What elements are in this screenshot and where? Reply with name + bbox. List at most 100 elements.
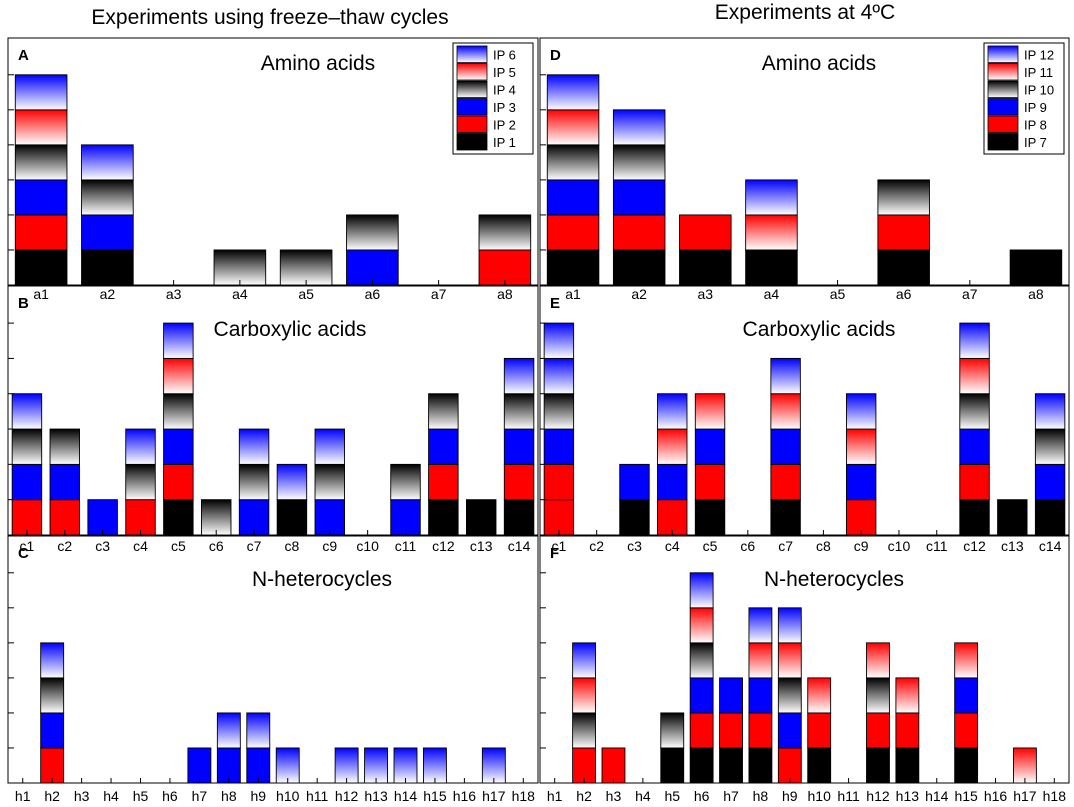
bar-segment-c11-ip4: [390, 463, 421, 501]
x-tick-label: h5: [133, 788, 149, 804]
bar-segment-h2-ip3: [40, 712, 65, 749]
bar-segment-h17-ip5: [1013, 747, 1037, 784]
bar-segment-a1-ip2: [14, 214, 68, 251]
bar-segment-c3-ip1: [619, 499, 650, 536]
x-tick-label: a3: [166, 286, 182, 302]
bar-segment-c1-ip6: [543, 322, 575, 359]
x-tick-label: h9: [250, 788, 266, 804]
x-tick-label: h18: [1043, 788, 1067, 804]
bar-segment-a2-ip6: [612, 109, 666, 146]
bar-segment-h5-ip1: [660, 747, 685, 784]
bar-segment-a1-ip6: [14, 74, 68, 111]
panel-title: Amino acids: [762, 52, 876, 75]
x-tick-label: h1: [15, 788, 31, 804]
bar-segment-h10-ip1: [807, 747, 832, 784]
bar-segment-a6-ip2: [877, 214, 930, 251]
x-tick-label: a7: [962, 286, 978, 302]
bar-segment-a4-ip6: [745, 179, 798, 216]
bar-segment-c9-ip3: [845, 463, 877, 501]
bar-segment-c11-ip3: [390, 499, 421, 536]
x-tick-label: a1: [33, 286, 49, 302]
x-tick-label: c2: [589, 538, 604, 554]
x-tick-label: a5: [298, 286, 314, 302]
bar-segment-h13-ip1: [895, 747, 920, 784]
bar-segment-h2-ip4: [40, 677, 65, 714]
bar-segment-h8-ip6: [748, 607, 773, 644]
x-tick-label: h12: [866, 788, 890, 804]
bar-segment-c5-ip2: [694, 463, 726, 501]
bar-segment-h6-ip1: [689, 747, 714, 784]
bar-segment-c5-ip3: [163, 428, 194, 465]
bar-segment-c6-ip4: [200, 499, 232, 536]
legend-label: IP 6: [493, 48, 516, 63]
bar-segment-h13-ip6: [364, 747, 388, 784]
bar-segment-c4-ip3: [657, 463, 688, 501]
bar-segment-c3-ip3: [87, 499, 118, 536]
bar-segment-h7-ip3: [187, 747, 212, 784]
panel-title: N-heterocycles: [764, 568, 904, 591]
bar-segment-h15-ip3: [954, 677, 979, 714]
bar-segment-h9-ip6: [246, 712, 271, 749]
bar-segment-h15-ip6: [423, 747, 447, 784]
bar-segment-a8-ip1: [1009, 249, 1063, 286]
x-tick-label: h3: [74, 788, 90, 804]
panel-letter: F: [550, 545, 559, 562]
x-tick-label: c9: [322, 538, 337, 554]
x-tick-label: c13: [470, 538, 493, 554]
bar-segment-h14-ip6: [393, 747, 418, 784]
bar-segment-c5-ip2: [163, 463, 194, 501]
bar-segment-h2-ip6: [40, 642, 65, 679]
bar-segment-a3-ip2: [679, 214, 732, 251]
x-tick-label: c3: [627, 538, 642, 554]
legend-swatch-ip2: [456, 115, 488, 133]
bar-segment-a2-ip3: [612, 179, 666, 216]
bar-segment-c9-ip2: [845, 499, 877, 536]
legend-label: IP 1: [493, 135, 516, 150]
panel-frame: [7, 285, 539, 536]
bar-segment-c4-ip2: [125, 499, 156, 536]
bar-segment-h9-ip2: [777, 747, 802, 784]
bar-segment-c9-ip6: [845, 393, 877, 430]
x-tick-label: h4: [103, 788, 119, 804]
bar-segment-c1-ip3: [11, 463, 43, 501]
x-tick-label: h7: [723, 788, 739, 804]
bar-segment-c14-ip4: [1034, 428, 1066, 465]
x-tick-label: c12: [432, 538, 455, 554]
column-title-left: Experiments using freeze–thaw cycles: [91, 6, 448, 29]
bar-segment-c5-ip1: [694, 499, 726, 536]
bar-segment-a2-ip6: [81, 144, 134, 181]
bar-segment-h9-ip3: [777, 712, 802, 749]
bar-segment-h9-ip4: [777, 677, 802, 714]
bar-segment-a1-ip3: [546, 179, 600, 216]
bar-segment-c5-ip5: [694, 393, 726, 430]
legend-label: IP 12: [1024, 48, 1054, 63]
x-tick-label: a3: [698, 286, 714, 302]
legend-swatch-ip3: [987, 98, 1019, 116]
x-tick-label: h10: [276, 788, 300, 804]
bar-segment-c14-ip1: [503, 499, 535, 536]
x-tick-label: h17: [1013, 788, 1037, 804]
x-tick-label: a1: [565, 286, 581, 302]
bar-segment-c7-ip2: [770, 463, 801, 501]
panel-letter: D: [550, 47, 561, 64]
bar-segment-h9-ip6: [777, 607, 802, 644]
legend-swatch-ip4: [987, 80, 1019, 98]
bar-segment-h12-ip5: [866, 642, 890, 679]
legend-swatch-ip6: [456, 45, 488, 63]
bar-segment-a8-ip2: [478, 249, 532, 286]
bar-segment-h10-ip2: [807, 712, 832, 749]
bar-segment-c13-ip1: [997, 499, 1028, 536]
x-tick-label: a6: [365, 286, 381, 302]
panel-frame: [539, 285, 1070, 536]
bar-segment-h5-ip4: [660, 712, 685, 749]
bar-segment-h8-ip3: [216, 747, 241, 784]
legend-swatch-ip1: [456, 133, 488, 151]
bar-segment-c12-ip3: [428, 428, 459, 465]
x-tick-label: c14: [508, 538, 531, 554]
bar-segment-c4-ip6: [125, 428, 156, 465]
x-tick-label: a8: [497, 286, 513, 302]
bar-segment-a3-ip1: [679, 249, 732, 286]
x-tick-label: h13: [364, 788, 388, 804]
bar-segment-h9-ip3: [246, 747, 271, 784]
legend-swatch-ip5: [987, 63, 1019, 81]
